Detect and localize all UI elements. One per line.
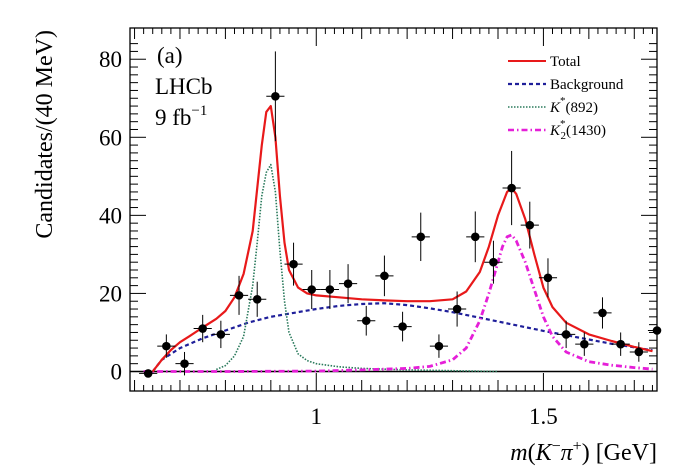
y-tick-labels: 0 20 40 60 80 [99,47,122,384]
data-point [380,271,389,281]
data-point [470,232,480,242]
data-point [525,220,535,230]
legend-label-background: Background [550,77,624,93]
legend: Total Background K*(892) K* 2(1430) [508,54,624,142]
curve-k2-1430- [143,233,653,373]
data-point [234,291,244,300]
data-point [543,273,553,283]
data-point [616,339,625,349]
data-point [180,359,189,368]
data-point [198,324,207,333]
data-point [434,341,444,351]
y-axis-label: Candidates/(40 MeV) [32,30,58,239]
y-tick-label: 20 [99,281,122,306]
x-tick-labels: 1 1.5 [311,404,558,429]
y-tick-label: 60 [99,125,122,150]
data-point [507,183,516,193]
data-point [162,341,171,351]
data-point [143,369,153,378]
data-point [271,92,280,101]
data-point [598,308,607,318]
curve-total [151,104,653,373]
x-tick-label: 1 [311,404,323,429]
data-point [361,316,371,326]
data-point [216,330,226,339]
panel-label: (a) [157,43,183,68]
data-point [289,259,298,269]
x-tick-label: 1.5 [529,404,558,429]
y-tick-label: 40 [99,203,122,228]
legend-label-total: Total [550,54,581,70]
data-point [307,285,317,294]
data-point [652,326,662,335]
data-point [489,257,498,267]
luminosity-label: 9 fb−1 [155,103,207,130]
y-tick-label: 0 [111,359,123,384]
data-point [252,294,262,304]
axis-ticks [130,28,657,391]
data-point [398,322,407,331]
data-point [343,279,353,288]
data-point [561,330,571,339]
curve-k-892- [215,163,499,373]
y-tick-label: 80 [99,47,122,72]
data-point [452,304,462,314]
x-axis-label: m(K−π+) [GeV] [510,438,657,466]
data-point [634,347,644,357]
data-point [416,232,426,242]
data-point [580,339,589,349]
legend-label-k2star1430: K* 2(1430) [549,118,606,142]
data-points [139,51,662,378]
legend-label-kstar892: K*(892) [549,95,598,116]
data-point [325,285,335,294]
plot-frame [129,27,658,392]
experiment-label: LHCb [155,74,213,99]
